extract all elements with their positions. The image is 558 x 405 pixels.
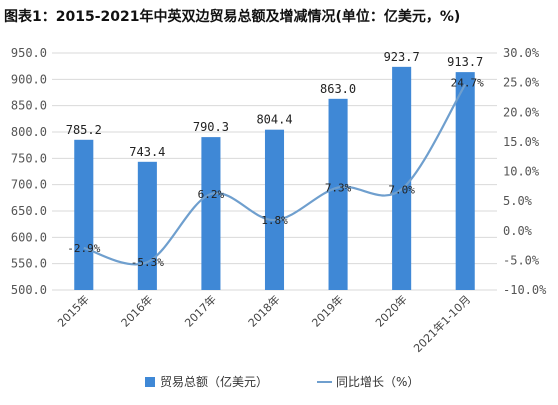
y-left-tick-label: 600.0 xyxy=(11,230,47,244)
y-right-tick-label: 25.0% xyxy=(503,76,540,90)
y-right-tick-label: 30.0% xyxy=(503,46,540,60)
bar xyxy=(74,139,94,290)
y-left-tick-label: 900.0 xyxy=(11,72,47,86)
y-left-tick-label: 550.0 xyxy=(11,257,47,271)
bar-value-label: 913.7 xyxy=(447,55,483,69)
y-right-tick-label: -5.0% xyxy=(503,253,540,267)
bar xyxy=(264,129,285,290)
y-left-tick-label: 700.0 xyxy=(11,178,47,192)
bar xyxy=(455,72,475,290)
x-tick-label: 2021年1-10月 xyxy=(410,292,473,355)
line-point-label: 1.8% xyxy=(261,214,288,227)
line-point-label: -5.3% xyxy=(131,256,164,269)
y-left-tick-label: 500.0 xyxy=(11,283,47,297)
chart-title: 图表1：2015-2021年中英双边贸易总额及增减情况(单位：亿美元，%) xyxy=(4,9,461,25)
bar xyxy=(137,161,157,290)
y-left-tick-label: 950.0 xyxy=(11,46,47,60)
bar-value-label: 804.4 xyxy=(256,113,292,127)
y-right-tick-label: -10.0% xyxy=(503,283,547,297)
growth-line xyxy=(83,83,467,266)
bar xyxy=(201,137,221,290)
line-point-label: 7.3% xyxy=(325,181,352,194)
y-right-tick-label: 5.0% xyxy=(503,194,533,208)
x-tick-label: 2015年 xyxy=(54,292,91,329)
x-tick-label: 2019年 xyxy=(309,292,346,329)
x-tick-label: 2016年 xyxy=(118,292,155,329)
y-right-tick-label: 10.0% xyxy=(503,165,540,179)
y-left-tick-label: 650.0 xyxy=(11,204,47,218)
legend-swatch-bar xyxy=(145,377,155,387)
y-right-tick-label: 20.0% xyxy=(503,105,540,119)
y-left-tick-label: 850.0 xyxy=(11,99,47,113)
legend-label-line: 同比增长（%） xyxy=(336,375,419,389)
bar-value-label: 743.4 xyxy=(129,145,165,159)
line-point-label: 6.2% xyxy=(198,188,225,201)
bar-value-label: 785.2 xyxy=(66,123,102,137)
bar-value-label: 790.3 xyxy=(193,120,229,134)
y-left-tick-label: 750.0 xyxy=(11,151,47,165)
line-point-label: -2.9% xyxy=(67,242,100,255)
y-right-tick-label: 15.0% xyxy=(503,135,540,149)
line-point-label: 24.7% xyxy=(451,76,484,89)
x-tick-label: 2020年 xyxy=(372,292,409,329)
bar-value-label: 863.0 xyxy=(320,82,356,96)
y-right-tick-label: 0.0% xyxy=(503,224,533,238)
legend-label-bar: 贸易总额（亿美元） xyxy=(160,374,268,389)
x-tick-label: 2017年 xyxy=(182,292,219,329)
bar-value-label: 923.7 xyxy=(384,50,420,64)
x-tick-label: 2018年 xyxy=(245,292,282,329)
bar xyxy=(328,98,348,290)
y-left-tick-label: 800.0 xyxy=(11,125,47,139)
bar xyxy=(392,66,412,290)
line-point-label: 7.0% xyxy=(388,183,415,196)
